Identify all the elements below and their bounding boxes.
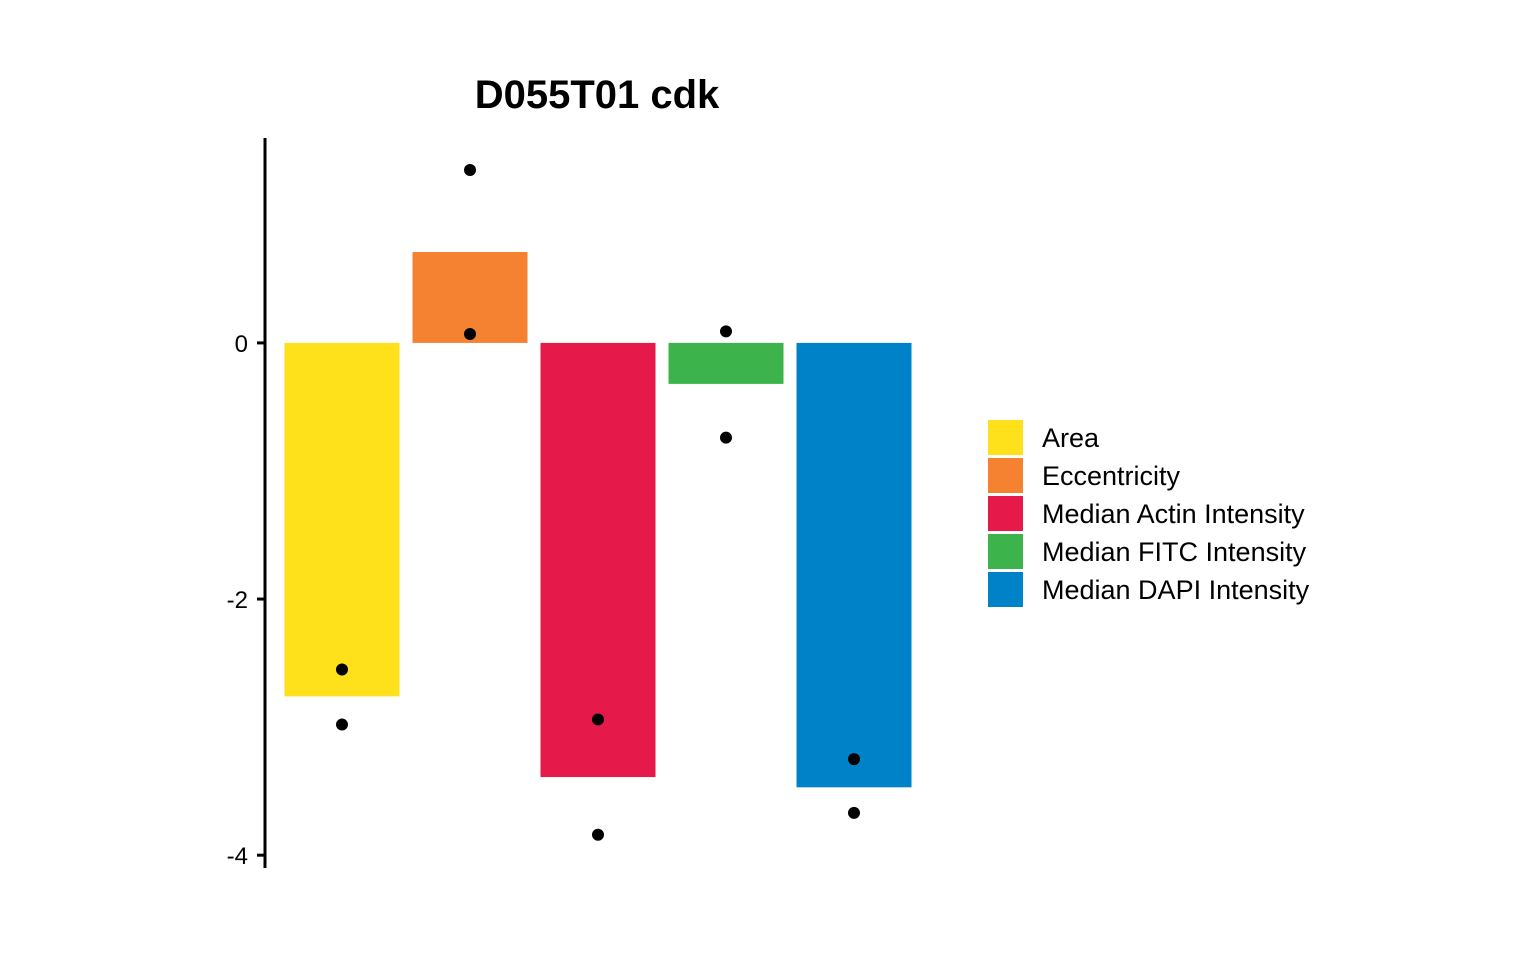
bar-median-dapi-intensity	[796, 342, 912, 788]
legend-label-eccentricity: Eccentricity	[1042, 461, 1181, 491]
legend-label-median-fitc-intensity: Median FITC Intensity	[1042, 537, 1307, 567]
legend-label-median-dapi-intensity: Median DAPI Intensity	[1042, 575, 1310, 605]
legend: Area Eccentricity Median Actin Intensity Me…	[988, 420, 1310, 607]
bar-median-fitc-intensity	[668, 342, 784, 384]
bar-area	[284, 342, 400, 697]
point-median-actin-intensity-2	[592, 828, 604, 841]
legend-label-area: Area	[1042, 423, 1100, 453]
chart-title: D055T01 cdk	[475, 73, 720, 117]
point-area-2	[336, 718, 348, 731]
point-median-actin-intensity-1	[592, 713, 604, 726]
point-median-dapi-intensity-1	[848, 753, 860, 766]
y-tick-label: -4	[227, 843, 248, 870]
point-median-dapi-intensity-2	[848, 806, 860, 819]
y-axis: 0 -2 -4	[227, 138, 267, 870]
point-median-fitc-intensity-1	[720, 325, 732, 338]
legend-swatch-median-actin-intensity	[988, 496, 1023, 531]
y-tick-label: -2	[227, 587, 248, 614]
legend-swatch-area	[988, 420, 1023, 455]
legend-swatch-median-fitc-intensity	[988, 534, 1023, 569]
y-tick-label: 0	[235, 331, 248, 358]
point-area-1	[336, 663, 348, 676]
bar-median-actin-intensity	[540, 342, 656, 778]
points-layer	[336, 164, 860, 841]
legend-swatch-eccentricity	[988, 458, 1023, 493]
point-median-fitc-intensity-2	[720, 431, 732, 444]
legend-label-median-actin-intensity: Median Actin Intensity	[1042, 499, 1305, 529]
legend-swatch-median-dapi-intensity	[988, 572, 1023, 607]
bar-eccentricity	[412, 251, 528, 343]
bars-layer	[284, 251, 912, 788]
point-eccentricity-1	[464, 164, 476, 177]
point-eccentricity-2	[464, 327, 476, 340]
